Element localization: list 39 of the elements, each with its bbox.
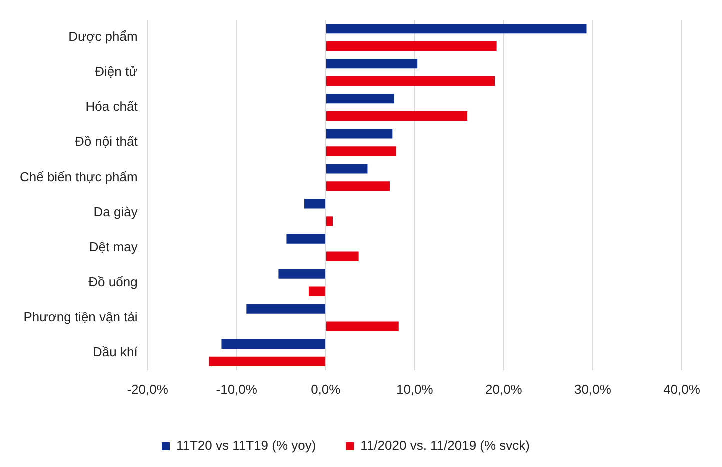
y-tick-label: Dược phẩm xyxy=(68,29,138,44)
y-tick-label: Đồ uống xyxy=(88,274,138,290)
y-tick-label: Chế biến thực phẩm xyxy=(20,169,138,184)
bar xyxy=(326,112,468,122)
x-tick-label: -10,0% xyxy=(216,382,258,397)
bar xyxy=(278,269,326,279)
y-tick-label: Phương tiện vận tải xyxy=(24,309,138,324)
bar xyxy=(326,94,394,104)
legend-label: 11/2020 vs. 11/2019 (% svck) xyxy=(360,438,530,454)
x-tick-label: 10,0% xyxy=(396,382,434,397)
x-tick-label: 20,0% xyxy=(486,382,523,397)
bar xyxy=(326,129,393,139)
bar xyxy=(286,234,326,244)
bar xyxy=(326,58,418,69)
y-tick-label: Da giày xyxy=(94,204,138,220)
bar xyxy=(326,24,587,34)
bar xyxy=(326,252,359,262)
bar xyxy=(326,216,334,226)
bar xyxy=(326,76,496,86)
y-tick-label: Đồ nội thất xyxy=(74,134,138,150)
bar xyxy=(209,356,326,366)
bar xyxy=(222,339,326,349)
y-tick-label: Hóa chất xyxy=(86,99,138,114)
x-tick-label: -20,0% xyxy=(127,382,169,397)
y-tick-label: Điện tử xyxy=(95,64,138,80)
y-tick-label: Dệt may xyxy=(89,239,138,254)
bar xyxy=(326,322,399,332)
x-tick-label: 0,0% xyxy=(311,382,342,397)
y-tick-label: Dầu khí xyxy=(93,344,138,360)
bar xyxy=(308,286,326,296)
bar xyxy=(304,199,326,209)
x-tick-label: 30,0% xyxy=(574,382,612,397)
bar xyxy=(246,304,326,314)
x-tick-label: 40,0% xyxy=(664,382,701,397)
bar xyxy=(326,41,497,52)
bar xyxy=(326,182,390,192)
legend-label: 11T20 vs 11T19 (% yoy) xyxy=(176,438,316,454)
bar xyxy=(326,164,368,174)
bar xyxy=(326,146,396,156)
